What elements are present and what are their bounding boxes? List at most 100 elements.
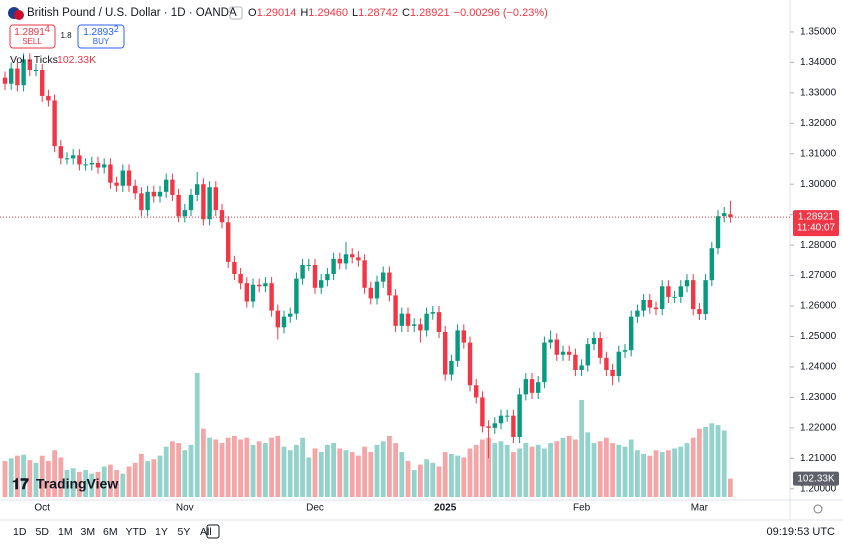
last-price-box: [793, 210, 839, 237]
range-button[interactable]: 1D: [13, 526, 27, 538]
candle-body: [331, 258, 336, 275]
volume-bar: [480, 439, 485, 497]
candle-body: [554, 339, 559, 355]
volume-bar: [380, 441, 386, 497]
x-tick-label: 2025: [434, 503, 457, 514]
volume-bar: [83, 470, 88, 497]
icon[interactable]: [229, 6, 243, 20]
volume-bar: [405, 461, 411, 497]
buy-button[interactable]: [77, 24, 125, 49]
range-button[interactable]: 3M: [81, 526, 96, 538]
candle-body: [672, 296, 677, 298]
candle-body: [542, 342, 547, 383]
candle-body: [300, 264, 305, 279]
volume-bar: [418, 464, 423, 497]
volume-bar: [95, 471, 101, 497]
candle-body: [40, 70, 45, 96]
candle-body: [77, 155, 82, 165]
volume-bar: [269, 437, 274, 497]
volume-bar: [597, 441, 603, 497]
volume-bar: [225, 437, 231, 497]
range-button[interactable]: 1M: [58, 526, 73, 538]
sell-label: SELL: [22, 37, 42, 46]
range-button[interactable]: 5Y: [178, 526, 191, 538]
volume-last-label: 102.33K: [797, 473, 835, 484]
candle-body: [467, 342, 473, 386]
candle-body: [653, 307, 659, 310]
candle-body: [709, 248, 714, 281]
volume-bar: [244, 437, 250, 497]
y-tick-label: 1.28000: [800, 240, 837, 251]
range-button[interactable]: All: [200, 526, 212, 538]
volume-bar: [151, 459, 157, 497]
volume-bar: [101, 466, 107, 497]
candle-body: [443, 331, 448, 375]
ohlc-legend: O1.29014 H1.29460 L1.28742 C1.28921 −0.00296…: [248, 7, 548, 19]
candle-body: [715, 216, 721, 249]
volume-title: Vol · Ticks: [10, 54, 58, 66]
x-tick-label: Nov: [176, 503, 194, 514]
buy-price-main: 1.2893: [83, 27, 114, 38]
volume-bar: [703, 426, 708, 497]
volume-bar: [176, 443, 181, 497]
volume-bar: [232, 435, 237, 497]
candle-body: [418, 324, 423, 331]
sell-pip: 4: [45, 24, 50, 34]
ohlc-key: C: [402, 7, 410, 19]
range-button[interactable]: 6M: [103, 526, 118, 538]
volume-bar: [8, 458, 14, 497]
candle-body: [58, 146, 63, 159]
range-button[interactable]: 5D: [36, 526, 50, 538]
countdown: 11:40:07: [797, 223, 836, 234]
candle-body: [33, 70, 39, 72]
candle-body: [449, 360, 454, 375]
x-tick-label: Feb: [573, 503, 591, 514]
candle-body: [529, 379, 535, 393]
candle-body: [684, 280, 690, 287]
y-tick-label: 1.26000: [800, 301, 837, 312]
volume-pane: [2, 373, 733, 497]
change-pct: (−0.23%): [503, 7, 548, 19]
candle-body: [523, 379, 528, 395]
volume-bar: [306, 457, 312, 497]
volume-bar: [275, 435, 281, 497]
buy-price: 1.28932: [83, 24, 119, 37]
spread: 1.8: [60, 31, 72, 40]
candle-pane: [2, 53, 733, 459]
volume-bar: [343, 450, 349, 497]
candle-body: [480, 397, 485, 427]
settings-icon[interactable]: [813, 504, 823, 514]
candle-body: [2, 77, 8, 84]
volume-label-box: [793, 471, 839, 486]
volume-bar: [560, 437, 566, 497]
y-tick-label: 1.25000: [800, 331, 837, 342]
candle-body: [288, 313, 293, 317]
y-tick-label: 1.24000: [800, 362, 837, 373]
volume-bar: [163, 446, 169, 497]
price-axis: 1.20000 1.21000 1.22000 1.23000 1.24000 1.250…: [790, 27, 837, 494]
y-tick-label: 1.23000: [800, 392, 837, 403]
volume-bar: [616, 444, 622, 497]
volume-bar: [337, 448, 343, 497]
volume-bar: [108, 464, 113, 497]
volume-bar: [201, 428, 206, 497]
candle-body: [263, 283, 268, 287]
volume-bar: [678, 446, 684, 497]
range-button[interactable]: YTD: [126, 526, 147, 538]
sell-price: 1.28914: [14, 24, 50, 37]
sell-button[interactable]: [9, 24, 56, 49]
candle-body: [269, 283, 274, 311]
range-button[interactable]: 1Y: [155, 526, 168, 538]
volume-bar: [33, 462, 39, 497]
candle-body: [325, 274, 330, 281]
candle-body: [697, 309, 702, 314]
volume-bar: [238, 439, 243, 497]
time-axis: Oct Nov Dec 2025 Feb Mar: [34, 503, 708, 514]
candle-body: [728, 214, 733, 218]
x-tick-label: Dec: [306, 503, 324, 514]
volume-bar: [170, 441, 175, 497]
volume-bar: [672, 448, 677, 497]
calendar-icon[interactable]: [206, 524, 220, 539]
candle-body: [511, 415, 516, 437]
